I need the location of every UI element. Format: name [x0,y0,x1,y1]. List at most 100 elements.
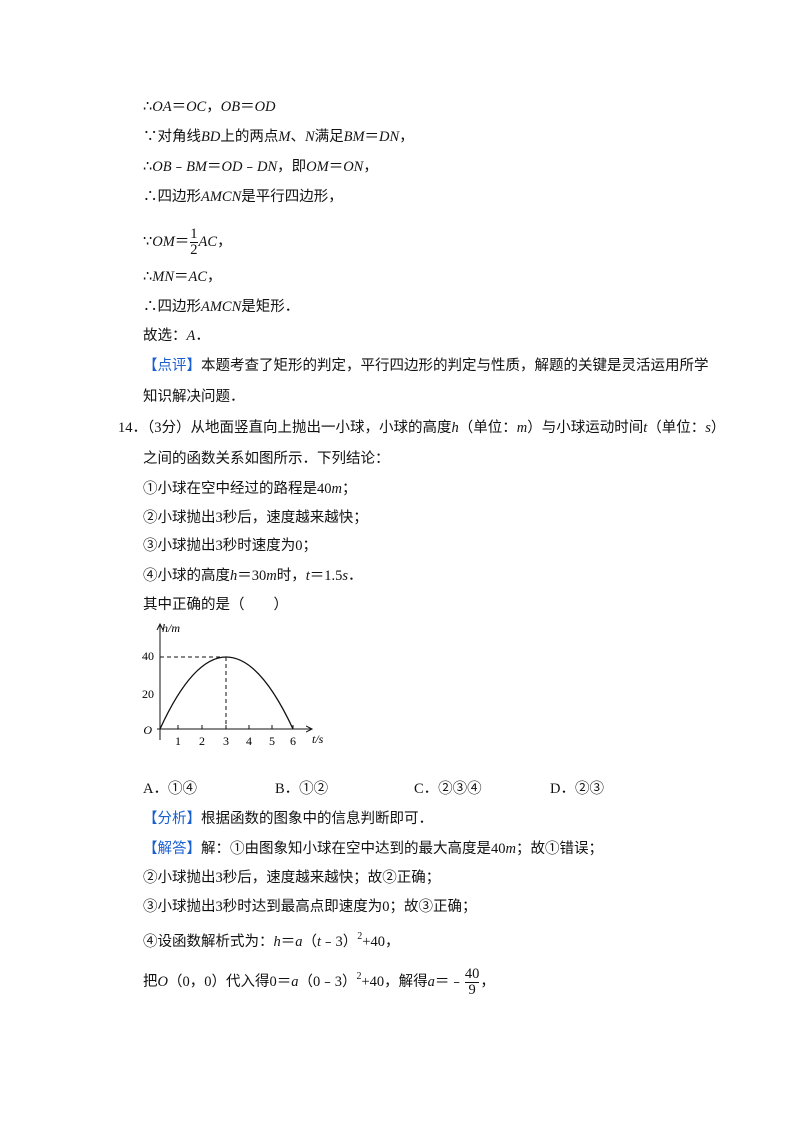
run: AC [188,269,208,285]
run: BM [343,129,365,145]
run: ﹣3） [321,934,358,950]
run: ＝ [171,99,187,115]
x-tick-label: 1 [175,734,181,748]
run: 之间的函数关系如图所示．下列结论： [143,451,390,467]
tag: 【分析】 [143,811,201,827]
run: ，即 [277,159,307,175]
tag: 【解答】 [143,841,201,857]
run: ＝ [174,233,190,250]
run: ＝﹣ [434,974,464,990]
run: ∵ [143,233,153,250]
run: 其中正确的是（ ） [143,597,288,613]
run: ＝1.5 [309,568,343,584]
run: 上的两点 [220,129,279,145]
text-line: ∴OA＝OC，OB＝OD [143,97,276,117]
run: ）与小球运动时间 [527,420,644,436]
text-line: ∴OB﹣BM＝OD﹣DN，即OM＝ON， [143,157,378,177]
run: 根据函数的图象中的信息判断即可． [201,811,433,827]
run: OM [152,233,175,250]
run: ④小球的高度 [143,568,230,584]
run: ∵对角线 [143,129,201,145]
text-line: ①小球在空中经过的路程是40m； [143,479,356,499]
fraction: 40 9 [464,967,480,998]
run: N [304,129,315,145]
run: M [278,129,291,145]
run: m [331,481,342,497]
text-line: 知识解决问题． [143,387,245,407]
run: ＝ [207,159,222,175]
run: ；故①错误； [515,841,603,857]
run: ﹣ [242,159,257,175]
x-tick-label: 6 [290,734,296,748]
run: ＝ [173,269,189,285]
run: ， [363,159,378,175]
text-line: 14．（3分）从地面竖直向上抛出一小球，小球的高度h（单位：m）与小球运动时间t… [118,418,725,438]
run: +40，解得 [361,974,428,990]
text-line: 【解答】解：①由图象知小球在空中达到的最大高度是40m；故①错误； [143,839,603,859]
text-line: ∵对角线BD上的两点M、N满足BM＝DN， [143,127,414,147]
run: ； [341,481,357,497]
run: 本题考查了矩形的判定，平行四边形的判定与性质，解题的关键是灵活运用所学 [201,358,709,374]
run: AMCN [201,189,242,205]
run: s [342,568,349,584]
run: ON [343,159,364,175]
run: OC [186,99,207,115]
run: ， [207,269,222,285]
x-tick-label: 2 [199,734,205,748]
run: 是平行四边形， [241,189,343,205]
run: 14．（3分）从地面竖直向上抛出一小球，小球的高度 [118,420,452,436]
run: ， [206,99,221,115]
x-tick-label: 5 [269,734,275,748]
run: ， [217,233,232,250]
run: ） [710,420,726,436]
run: 故选： [143,328,187,344]
run: a [427,974,435,990]
run: 2 [356,971,362,982]
option: D．②③ [550,781,604,797]
run: a [291,974,299,990]
text-line: 之间的函数关系如图所示．下列结论： [143,449,390,469]
run: ﹣ [171,159,187,175]
y-tick-label: 20 [142,687,154,701]
run: OD [221,159,243,175]
run: ＝ [280,934,296,950]
run: （ [302,934,318,950]
run: ＝ [240,99,255,115]
run: m [505,841,516,857]
run: ， [480,974,495,990]
run: ． [195,328,210,344]
text-line: 其中正确的是（ ） [143,595,288,615]
x-tick-label: 4 [246,734,252,748]
run: （0﹣3） [298,974,357,990]
fraction-bar [190,242,198,243]
tag: 【点评】 [143,358,201,374]
run: OD [254,99,276,115]
text-line: ∴MN＝AC， [143,267,222,287]
run: DN [256,159,278,175]
option: C．②③④ [414,781,482,797]
option: A．①④ [143,781,197,797]
run: ＝ [364,129,380,145]
run: 知识解决问题． [143,389,245,405]
run: O [157,974,168,990]
run: ＝ [328,159,344,175]
run: ∴ [143,269,153,285]
x-axis-label: t/s [312,732,324,746]
run: OA [152,99,172,115]
run: s [705,420,711,436]
run: AC [198,233,218,250]
x-tick-label: 3 [223,734,229,748]
run: OM [306,159,329,175]
run: ③小球抛出3秒时达到最高点即速度为0；故③正确； [143,899,477,915]
run: ， [399,129,414,145]
text-line: ②小球抛出3秒后，速度越来越快；故②正确； [143,868,440,888]
text-line: ③小球抛出3秒时速度为0； [143,536,317,556]
run: （单位： [458,420,517,436]
run: ＝30 [237,568,267,584]
run: t [305,568,310,584]
text-line: ④设函数解析式为：h＝a（t﹣3）2+40， [143,927,399,952]
denominator: 2 [190,242,198,258]
